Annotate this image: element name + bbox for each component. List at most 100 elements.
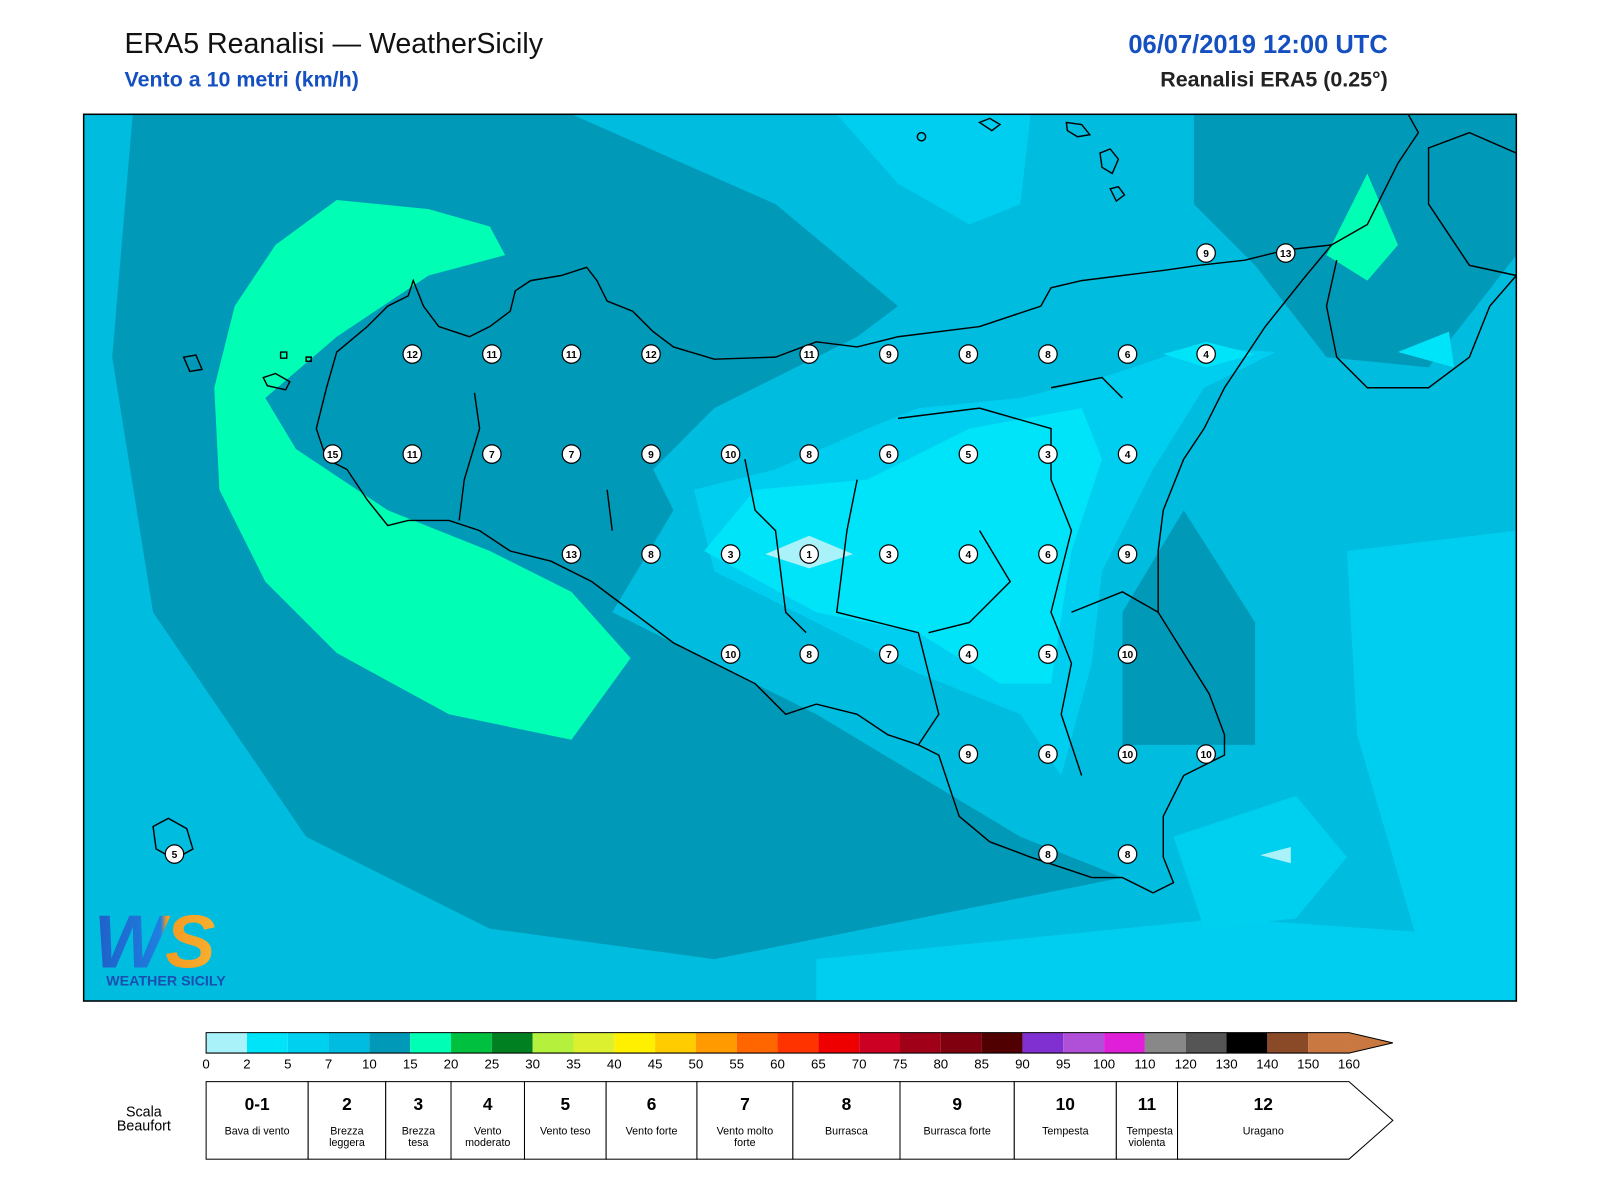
coastline xyxy=(315,243,1334,894)
beaufort-number: 10 xyxy=(1056,1094,1075,1114)
station-value: 1 xyxy=(806,550,812,561)
colorbar-swatch xyxy=(695,1032,737,1054)
station-value: 12 xyxy=(645,350,657,361)
station-value: 6 xyxy=(886,450,892,461)
colorbar-swatch xyxy=(900,1032,941,1054)
beaufort-name-box: Brezza leggera xyxy=(329,1126,365,1149)
station-marker xyxy=(958,444,979,464)
colorbar-swatch xyxy=(940,1032,982,1054)
colorbar-swatch xyxy=(1063,1032,1105,1054)
beaufort-number: 4 xyxy=(483,1094,493,1114)
beaufort-cell xyxy=(1177,1081,1394,1160)
colorbar-tick-label: 85 xyxy=(974,1056,989,1071)
beaufort-name: Brezza tesa xyxy=(401,1126,436,1149)
station-marker xyxy=(878,644,899,664)
station-value: 8 xyxy=(806,450,812,461)
station-marker xyxy=(1117,544,1138,564)
station-marker xyxy=(720,444,741,464)
contour xyxy=(1260,846,1291,864)
colorbar-outline xyxy=(205,1032,1393,1054)
colorbar-tick-label: 15 xyxy=(403,1056,418,1071)
beaufort-name-box: Vento moderato xyxy=(465,1126,511,1149)
station-value: 15 xyxy=(327,450,339,461)
colorbar-swatch xyxy=(532,1032,574,1054)
colorbar-swatch xyxy=(777,1032,819,1054)
station-marker xyxy=(799,344,819,364)
station-marker xyxy=(1196,744,1216,764)
station-value: 9 xyxy=(648,450,654,461)
station-marker xyxy=(482,344,502,364)
logo-name: WEATHER SICILY xyxy=(106,974,226,990)
station-value: 9 xyxy=(966,750,972,761)
beaufort-number: 7 xyxy=(740,1094,750,1114)
station-value: 11 xyxy=(407,450,418,461)
beaufort-name-box: Bava di vento xyxy=(225,1127,290,1137)
beaufort-name-box: Tempesta xyxy=(1042,1127,1088,1137)
station-marker xyxy=(1196,243,1216,263)
beaufort-label: Scala Beaufort xyxy=(116,1104,171,1134)
station-marker xyxy=(1038,744,1058,764)
colorbar-swatch xyxy=(287,1032,329,1054)
beaufort-name: Vento molto forte xyxy=(716,1126,774,1149)
station-marker xyxy=(958,544,979,564)
beaufort-number: 3 xyxy=(414,1094,424,1114)
beaufort-name-box: Uragano xyxy=(1243,1127,1284,1137)
colorbar-swatch xyxy=(573,1032,615,1054)
colorbar-swatch xyxy=(206,1032,247,1054)
beaufort-name: Tempesta violenta xyxy=(1126,1126,1173,1149)
station-value: 4 xyxy=(966,550,972,561)
colorbar-tick-label: 55 xyxy=(729,1056,744,1071)
beaufort-name: Vento teso xyxy=(539,1126,591,1138)
logo-mark: WS xyxy=(94,900,216,984)
beaufort-cell xyxy=(899,1081,1015,1160)
beaufort-number: 5 xyxy=(560,1094,570,1114)
colorbar-tick-label: 60 xyxy=(770,1056,785,1071)
station-marker xyxy=(402,344,423,364)
station-marker xyxy=(1117,744,1138,764)
contour xyxy=(1173,795,1347,929)
colorbar-swatch xyxy=(1308,1032,1349,1054)
colorbar-tick-label: 50 xyxy=(689,1056,704,1071)
station-marker xyxy=(1038,344,1058,364)
colorbar: 0 2 5 7 10 15 20 25 30 35 40 45 50 55 60 65 70 75 80 85 90 95… xyxy=(202,1032,1393,1071)
beaufort-cell xyxy=(450,1081,525,1160)
station-marker xyxy=(1038,544,1058,564)
station-value: 4 xyxy=(1203,350,1209,361)
colorbar-swatch xyxy=(246,1032,288,1054)
colorbar-tick-label: 5 xyxy=(284,1056,291,1071)
beaufort-number: 2 xyxy=(342,1094,352,1114)
beaufort-name-box: Brezza tesa xyxy=(401,1126,436,1149)
station-value: 5 xyxy=(1045,650,1051,661)
station-marker xyxy=(641,344,661,364)
beaufort-number: 6 xyxy=(647,1094,657,1114)
colorbar-tick-label: 40 xyxy=(607,1056,622,1071)
beaufort-name: Brezza leggera xyxy=(329,1126,365,1149)
colorbar-tick-label: 45 xyxy=(648,1056,663,1071)
station-marker xyxy=(1117,444,1138,464)
title: ERA5 Reanalisi — WeatherSicily xyxy=(124,28,543,60)
province-border xyxy=(458,376,1159,776)
station-marker xyxy=(641,544,661,564)
station-value: 8 xyxy=(648,550,654,561)
station-value: 11 xyxy=(566,350,577,361)
station-value: 12 xyxy=(407,350,419,361)
contour xyxy=(1122,510,1256,745)
colorbar-tick-label: 20 xyxy=(444,1056,459,1071)
beaufort-name: Vento moderato xyxy=(465,1126,511,1149)
beaufort-name: Burrasca forte xyxy=(923,1126,991,1138)
beaufort-cell xyxy=(385,1081,452,1160)
contour xyxy=(816,918,1517,1002)
beaufort-number: 0-1 xyxy=(245,1094,270,1114)
beaufort-number: 9 xyxy=(952,1094,962,1114)
colorbar-swatch xyxy=(736,1032,778,1054)
beaufort-scale: Scala Beaufort 0-1 Bava di vento 2 Brezza l… xyxy=(116,1081,1394,1160)
contour xyxy=(1346,530,1517,980)
station-marker xyxy=(799,544,819,564)
station-value: 10 xyxy=(1122,750,1134,761)
station-value: 8 xyxy=(1045,850,1051,861)
station-marker xyxy=(402,444,423,464)
colorbar-swatch xyxy=(655,1032,696,1054)
station-marker xyxy=(878,344,899,364)
